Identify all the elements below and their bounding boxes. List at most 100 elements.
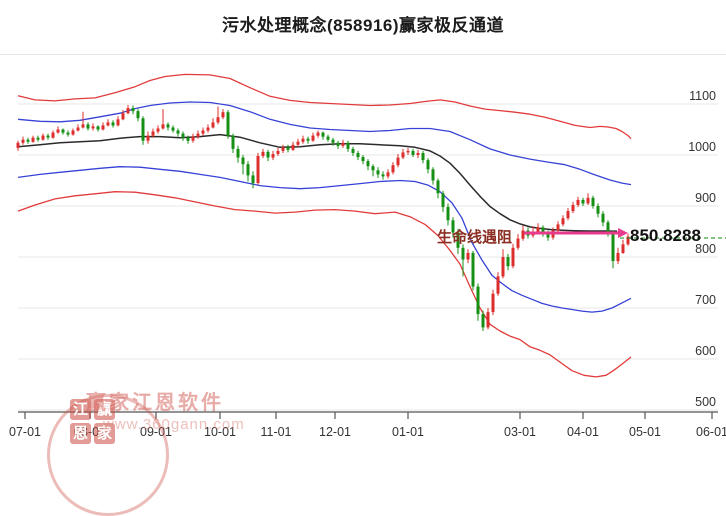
life-line-note: 生命线遇阻 — [437, 228, 512, 246]
x-axis-label: 10-01 — [204, 425, 236, 439]
x-axis-label: 06-01 — [696, 425, 726, 439]
candle-body — [116, 119, 120, 126]
page-title: 污水处理概念(858916)赢家极反通道 — [221, 16, 505, 35]
candle-body — [56, 129, 60, 133]
band-lower_inner_blue — [17, 166, 632, 313]
candle-body — [566, 211, 570, 219]
candle-body — [36, 137, 40, 140]
y-axis-label: 600 — [695, 344, 716, 358]
candle-body — [21, 139, 25, 143]
candle-body — [46, 135, 50, 138]
candles-layer — [16, 105, 630, 331]
x-axis-label: 01-01 — [392, 425, 424, 439]
candle-body — [341, 142, 345, 146]
x-axis-label: 03-01 — [504, 425, 536, 439]
candle-body — [226, 112, 230, 136]
candle-body — [346, 142, 350, 149]
candle-body — [256, 156, 260, 183]
candle-body — [266, 151, 270, 158]
candle-body — [296, 141, 300, 145]
candle-body — [431, 169, 435, 181]
candle-body — [401, 152, 405, 158]
candle-body — [496, 276, 500, 294]
candle-body — [231, 135, 235, 149]
candle-body — [166, 124, 170, 128]
candle-body — [621, 244, 625, 253]
candle-body — [281, 147, 285, 151]
candle-body — [141, 118, 145, 141]
candle-body — [61, 129, 65, 133]
candle-body — [461, 247, 465, 260]
candle-body — [196, 133, 200, 137]
candle-body — [536, 227, 540, 232]
candle-body — [381, 174, 385, 177]
price-chart: 1100 1000 900 800 700 600 500 生命线遇阻 850.8288 07-0… — [9, 73, 726, 439]
candle-body — [291, 144, 295, 150]
candle-body — [491, 293, 495, 313]
candle-body — [441, 193, 445, 208]
candle-body — [111, 122, 115, 126]
candle-body — [161, 124, 165, 129]
candle-body — [416, 153, 420, 155]
candle-body — [66, 132, 70, 135]
candle-body — [241, 157, 245, 165]
candle-body — [626, 236, 630, 245]
candle-body — [81, 124, 85, 128]
candle-body — [261, 151, 265, 156]
y-axis-label: 800 — [695, 242, 716, 256]
x-axis-label: 07-01 — [9, 425, 41, 439]
candle-body — [301, 138, 305, 142]
candle-body — [121, 113, 125, 120]
candle-body — [616, 252, 620, 262]
candle-body — [191, 136, 195, 141]
x-axis-label: 08-01 — [74, 425, 106, 439]
callout-arrow-head — [618, 228, 628, 238]
y-axis-label: 700 — [695, 293, 716, 307]
candle-body — [151, 131, 155, 136]
candle-body — [71, 130, 75, 135]
candle-body — [556, 224, 560, 231]
candle-body — [376, 170, 380, 175]
candle-body — [406, 150, 410, 153]
candle-body — [306, 138, 310, 141]
candle-body — [321, 132, 325, 137]
candle-body — [16, 142, 20, 148]
candle-body — [421, 153, 425, 161]
band-life_line_black — [17, 133, 618, 232]
candle-body — [156, 128, 160, 132]
candle-body — [371, 166, 375, 171]
candle-body — [501, 257, 505, 277]
candle-body — [41, 135, 45, 140]
candle-body — [101, 125, 105, 130]
x-axis-label: 11-01 — [260, 425, 291, 439]
candle-body — [131, 108, 135, 112]
candle-body — [561, 218, 565, 225]
candle-body — [181, 133, 185, 138]
y-axis-label: 1100 — [689, 89, 716, 103]
candle-body — [271, 154, 275, 158]
candle-body — [246, 164, 250, 176]
candle-body — [476, 286, 480, 315]
candle-body — [601, 213, 605, 223]
candle-body — [446, 207, 450, 221]
candle-body — [581, 199, 585, 204]
band-upper_outer_red — [17, 73, 632, 140]
candle-body — [176, 130, 180, 134]
candle-body — [426, 160, 430, 170]
candle-body — [236, 148, 240, 158]
candle-body — [516, 238, 520, 248]
candle-body — [356, 153, 360, 158]
candle-body — [361, 157, 365, 162]
candle-body — [201, 130, 205, 134]
candle-body — [386, 172, 390, 177]
candle-body — [326, 136, 330, 140]
x-axis-label: 09-01 — [140, 425, 172, 439]
candle-body — [316, 132, 320, 136]
candle-body — [471, 252, 475, 287]
candle-body — [221, 112, 225, 118]
candle-body — [466, 252, 470, 260]
band-upper_inner_blue — [17, 101, 632, 186]
x-axis-label: 05-01 — [629, 425, 661, 439]
candle-body — [276, 150, 280, 154]
candle-body — [506, 257, 510, 267]
